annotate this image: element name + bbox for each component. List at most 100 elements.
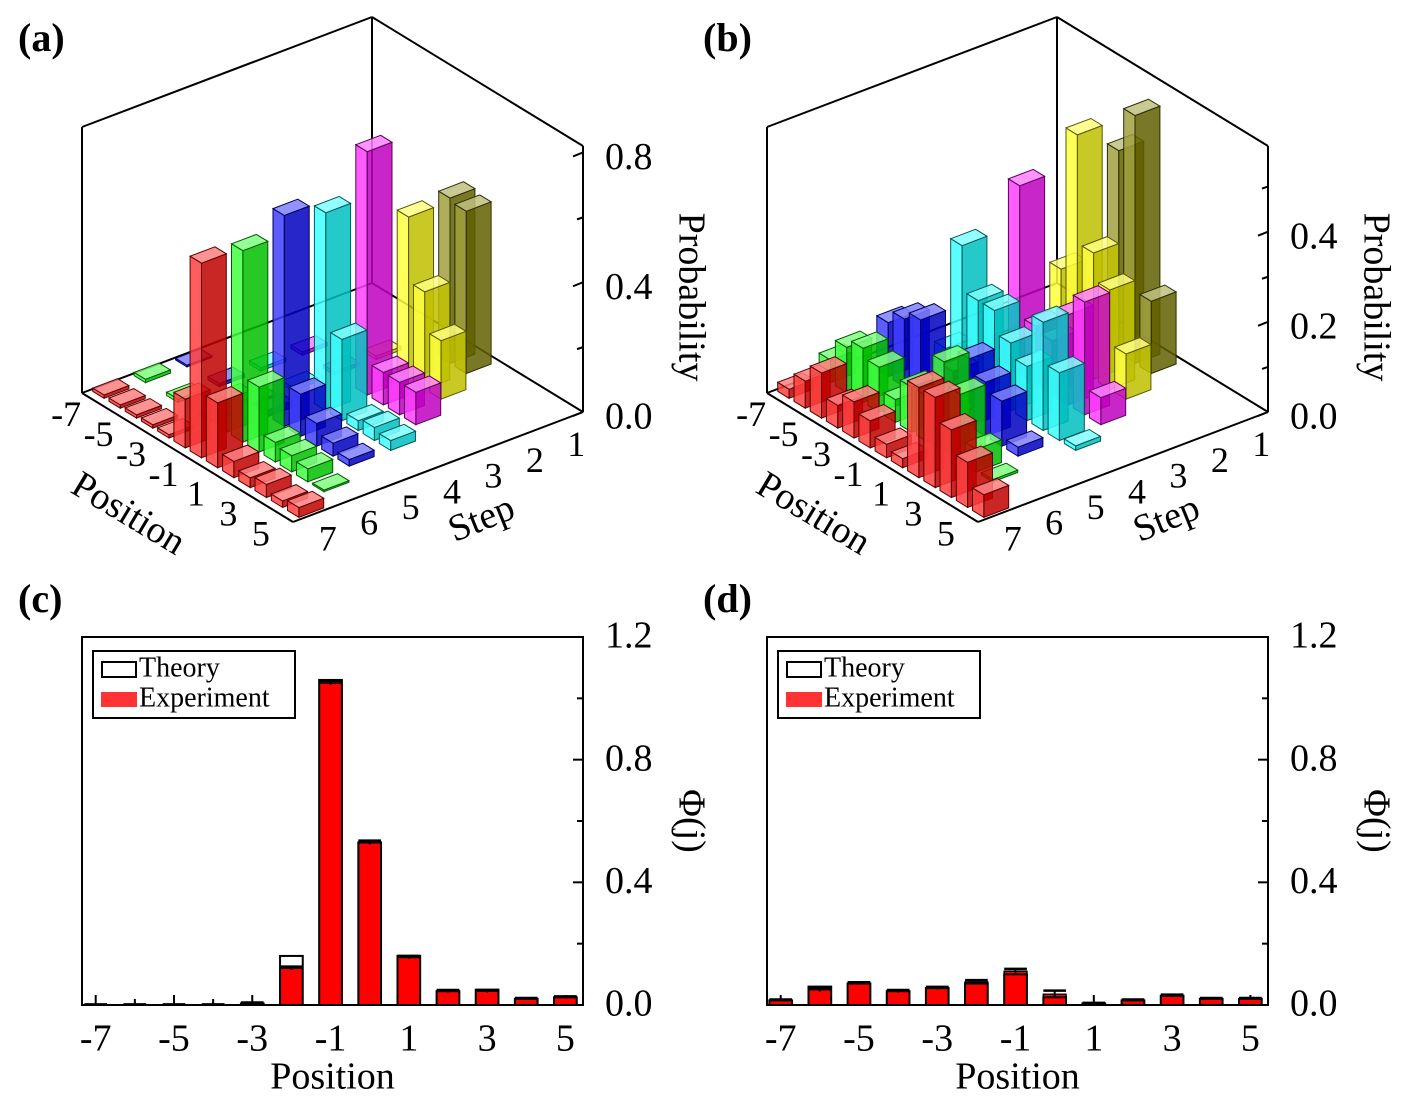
bar xyxy=(553,996,578,1006)
bar xyxy=(132,362,172,384)
bar-top-face xyxy=(370,355,410,374)
bar-side-face xyxy=(366,141,393,396)
bar xyxy=(124,397,163,419)
x-tick-label: -7 xyxy=(80,1018,112,1060)
bar-top-face xyxy=(973,365,1012,383)
y-tick-label: 4 xyxy=(1128,471,1146,511)
bar-top-face xyxy=(971,477,1010,496)
x-axis-label: Position xyxy=(270,1056,395,1098)
bar-front-face xyxy=(842,394,855,439)
bar xyxy=(971,477,1010,519)
bar-front-face xyxy=(1047,365,1060,442)
bar-top-face xyxy=(188,246,228,264)
bar-front-face xyxy=(205,395,219,469)
bar-side-face xyxy=(440,330,467,400)
x-tick-label: 1 xyxy=(187,474,205,514)
x-tick-label: -5 xyxy=(158,1018,190,1060)
y-tick-label: 2 xyxy=(1211,440,1229,480)
bar-top-face xyxy=(378,423,417,442)
bar-top-face xyxy=(91,378,131,396)
x-tick-label: 5 xyxy=(937,513,955,553)
z-tick-label: 0.0 xyxy=(605,396,653,438)
bar-top-face xyxy=(1088,380,1127,399)
bar-side-face xyxy=(465,201,492,375)
bar-top-face xyxy=(850,331,889,349)
x-tick-label: -7 xyxy=(51,394,81,434)
y-tick-label: 1 xyxy=(567,424,585,464)
bar-front-face xyxy=(173,391,186,449)
bar-outline xyxy=(924,987,950,1007)
bar-top-face xyxy=(336,442,376,461)
bar-outline xyxy=(396,954,422,1007)
bar-top-face xyxy=(329,322,368,341)
y-tick-label: 4 xyxy=(443,471,461,511)
legend-swatch xyxy=(101,692,137,707)
legend-label: Experiment xyxy=(139,682,270,713)
y-tick-label: 0.4 xyxy=(605,860,653,902)
x-tick-label: -5 xyxy=(769,414,799,454)
bar-outline xyxy=(768,999,794,1007)
bar-top-face xyxy=(271,198,311,217)
bar xyxy=(318,682,343,1006)
y-tick-label: 6 xyxy=(360,503,378,543)
bar xyxy=(1005,430,1045,458)
bar xyxy=(320,426,360,458)
bar-top-face xyxy=(132,362,172,380)
x-tick-label: 3 xyxy=(1163,1018,1182,1060)
bar-top-face xyxy=(205,385,244,404)
bar-top-face xyxy=(403,375,442,393)
x-tick-label: 5 xyxy=(252,513,270,553)
bar-top-face xyxy=(279,438,318,457)
bar-top-face xyxy=(288,377,327,395)
bar-outline xyxy=(318,678,343,1007)
bar-top-face xyxy=(345,403,385,422)
error-bar xyxy=(123,1003,147,1006)
bar-front-face xyxy=(1031,314,1044,432)
x-tick-label: 1 xyxy=(399,1018,418,1060)
bar-outline xyxy=(357,841,383,1007)
z-axis-label: Probability xyxy=(1355,213,1397,382)
bar-top-face xyxy=(320,426,360,444)
x-tick-label: -1 xyxy=(149,454,179,494)
x-tick-label: -5 xyxy=(843,1018,875,1060)
y-tick-label: 1.2 xyxy=(605,615,653,657)
x-tick-label: 5 xyxy=(556,1018,575,1060)
bar-outline xyxy=(964,982,989,1006)
x-tick-label: 3 xyxy=(219,493,237,533)
z-tick xyxy=(572,411,584,417)
y-tick-label: 0.0 xyxy=(1290,983,1338,1025)
bar-outline xyxy=(435,990,461,1007)
bar-top-face xyxy=(1122,98,1162,117)
bar-top-face xyxy=(1081,236,1120,254)
x-tick-label: -3 xyxy=(801,434,831,474)
bar-top-face xyxy=(809,356,848,374)
x-tick-label: -1 xyxy=(315,1018,347,1060)
bar xyxy=(91,378,131,400)
x-tick-label: 3 xyxy=(904,493,922,533)
bar xyxy=(286,490,325,519)
bar-top-face xyxy=(1046,355,1086,374)
legend-label: Experiment xyxy=(824,682,955,713)
bar-top-face xyxy=(237,460,277,479)
bar-top-face xyxy=(270,484,309,502)
x-tick-label: -1 xyxy=(834,454,864,494)
y-tick-label: 3 xyxy=(1169,456,1187,496)
y-tick-label: 5 xyxy=(1087,487,1105,527)
y-tick-label: 7 xyxy=(1004,518,1022,558)
bar-top-face xyxy=(437,181,477,199)
legend-swatch xyxy=(786,661,822,678)
x-tick-label: 1 xyxy=(872,474,890,514)
bar-top-face xyxy=(1113,337,1153,355)
x-tick-label: -3 xyxy=(116,434,146,474)
bar-front-face xyxy=(396,209,410,381)
bar xyxy=(989,384,1028,448)
bar-top-face xyxy=(1063,428,1102,447)
bar-top-face xyxy=(412,274,451,293)
bar-outline xyxy=(1198,997,1224,1006)
z-tick xyxy=(1257,320,1269,327)
bar xyxy=(295,451,334,483)
bar-top-face xyxy=(1007,168,1046,187)
y-tick-label: 1.2 xyxy=(1290,615,1338,657)
bar xyxy=(1003,970,1028,1006)
z-axis-label: Probability xyxy=(670,213,712,382)
